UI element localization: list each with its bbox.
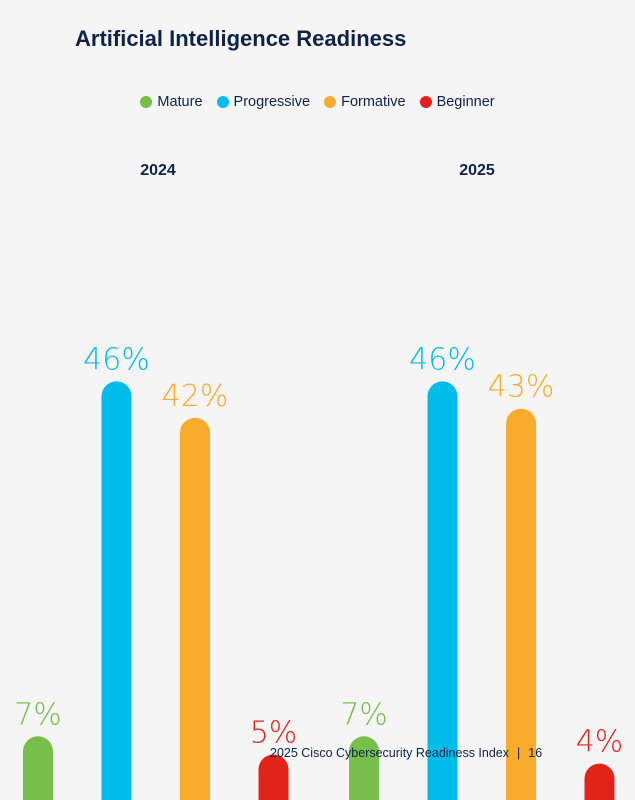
legend-item-progressive: Progressive <box>216 94 311 110</box>
legend-dot-formative <box>324 96 337 108</box>
data-label-progressive-2025: 46% <box>409 342 476 377</box>
data-label-progressive-2024: 46% <box>83 342 150 377</box>
bar-beginner-2025 <box>584 763 615 800</box>
footer-report-title: 2025 Cisco Cybersecurity Readiness Index <box>270 746 510 760</box>
legend-item-beginner: Beginner <box>419 94 495 110</box>
chart-title: Artificial Intelligence Readiness <box>75 26 407 51</box>
legend-label-beginner: Beginner <box>436 94 495 110</box>
legend-item-formative: Formative <box>324 94 406 110</box>
legend-dot-progressive <box>216 96 229 108</box>
bar-formative-2024 <box>180 417 210 800</box>
chart-legend: Mature Progressive Formative Beginner <box>0 94 635 110</box>
data-label-mature-2024: 7% <box>14 697 62 732</box>
legend-item-mature: Mature <box>140 94 203 110</box>
group-label-2024: 2024 <box>140 162 176 179</box>
bar-formative-2025 <box>506 408 536 800</box>
data-label-formative-2024: 42% <box>162 379 229 414</box>
data-label-mature-2025: 7% <box>340 697 388 732</box>
group-label-2025: 2025 <box>459 162 495 179</box>
data-label-beginner-2024: 5% <box>250 716 298 751</box>
legend-label-formative: Formative <box>341 94 406 110</box>
legend-dot-beginner <box>419 96 432 108</box>
legend-label-progressive: Progressive <box>233 94 311 110</box>
bar-progressive-2024 <box>101 381 132 800</box>
footer-page-number: 16 <box>528 746 543 760</box>
bar-mature-2024 <box>23 736 53 800</box>
data-label-formative-2025: 43% <box>488 370 555 405</box>
bar-mature-2025 <box>349 736 379 800</box>
data-label-beginner-2025: 4% <box>576 725 624 760</box>
page-footer: 2025 Cisco Cybersecurity Readiness Index… <box>270 746 542 760</box>
bar-beginner-2024 <box>258 754 289 800</box>
legend-label-mature: Mature <box>157 94 203 110</box>
footer-separator: | <box>517 746 521 760</box>
legend-dot-mature <box>140 96 153 108</box>
bar-progressive-2025 <box>427 381 458 800</box>
